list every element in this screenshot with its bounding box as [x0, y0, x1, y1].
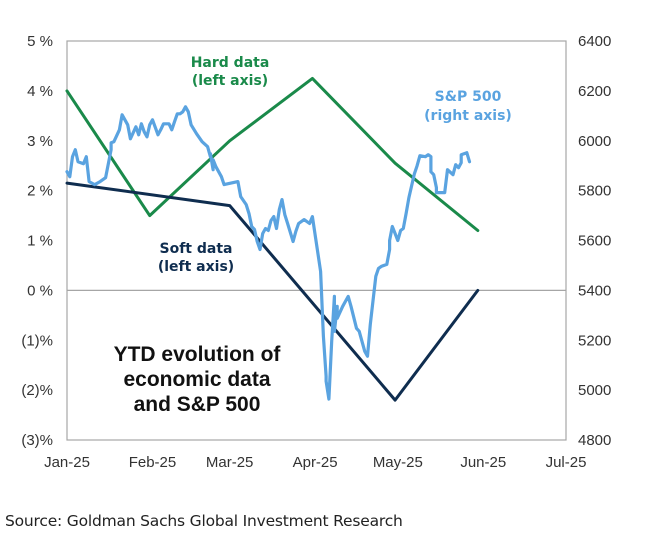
soft-data-line	[65, 181, 480, 402]
left-tick-label: 5 %	[27, 33, 53, 50]
plot-border	[66, 40, 567, 441]
x-tick-label: Mar-25	[206, 454, 254, 471]
right-tick-label: 4800	[578, 432, 611, 449]
hard-data-label-line2: (left axis)	[192, 73, 268, 89]
hard-data-label-line1: Hard data	[191, 55, 270, 71]
left-tick-label: 1 %	[27, 233, 53, 250]
left-tick-label: 4 %	[27, 83, 53, 100]
left-tick-label: 2 %	[27, 183, 53, 200]
right-tick-label: 5600	[578, 233, 611, 250]
x-tick-label: May-25	[373, 454, 423, 471]
x-tick-label: Jul-25	[546, 454, 587, 471]
right-tick-label: 5000	[578, 382, 611, 399]
left-tick-label: (2)%	[21, 382, 53, 399]
s-p-500-line	[65, 105, 472, 401]
left-tick-label: (3)%	[21, 432, 53, 449]
hard-data-line	[65, 76, 480, 232]
right-tick-label: 6000	[578, 133, 611, 150]
x-tick-label: Feb-25	[129, 454, 177, 471]
soft-data-label-line1: Soft data	[160, 241, 233, 257]
right-tick-label: 5200	[578, 332, 611, 349]
chart-title-line3: and S&P 500	[134, 393, 261, 416]
left-tick-label: 0 %	[27, 282, 53, 299]
series-layer	[65, 76, 480, 402]
left-tick-label: 3 %	[27, 133, 53, 150]
soft-data-label-line2: (left axis)	[158, 259, 234, 275]
source-note: Source: Goldman Sachs Global Investment …	[5, 512, 403, 530]
x-tick-label: Jun-25	[460, 454, 506, 471]
chart-title-line1: YTD evolution of	[114, 343, 282, 366]
left-axis: 5 % 4 % 3 % 2 % 1 % 0 % (1)% (2)% (3)%	[21, 33, 53, 449]
right-tick-label: 6200	[578, 83, 611, 100]
right-tick-label: 5400	[578, 282, 611, 299]
x-tick-label: Jan-25	[44, 454, 90, 471]
right-tick-label: 5800	[578, 183, 611, 200]
right-tick-label: 6400	[578, 33, 611, 50]
plot-frame	[66, 40, 567, 441]
x-axis: Jan-25 Feb-25 Mar-25 Apr-25 May-25 Jun-25 Jul-…	[44, 454, 586, 471]
right-axis: 6400 6200 6000 5800 5600 5400 5200 5000 4800	[578, 33, 611, 449]
left-tick-label: (1)%	[21, 332, 53, 349]
chart-title-line2: economic data	[123, 368, 270, 391]
sp500-label-line1: S&P 500	[435, 89, 502, 105]
x-tick-label: Apr-25	[293, 454, 338, 471]
sp500-label-line2: (right axis)	[424, 108, 512, 124]
